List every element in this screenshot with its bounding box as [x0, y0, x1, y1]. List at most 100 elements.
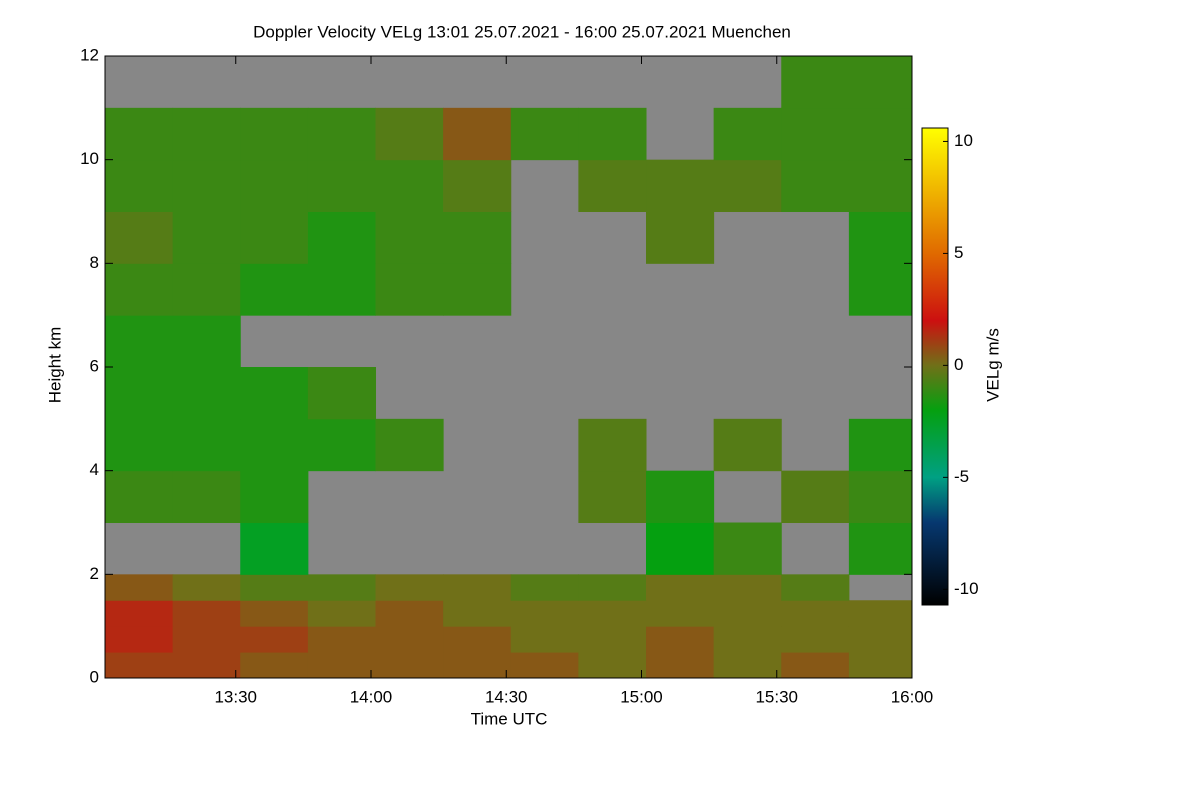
colorbar-label: VELg m/s [983, 328, 1002, 402]
heatmap-cell [375, 211, 444, 264]
heatmap-cell [646, 470, 715, 523]
heatmap-cell [105, 315, 174, 368]
heatmap-cell [713, 107, 782, 161]
heatmap-cell [240, 367, 309, 420]
heatmap-cell [172, 470, 241, 523]
heatmap-cell [307, 626, 377, 653]
heatmap-cell [240, 159, 309, 212]
heatmap-cell [172, 652, 241, 679]
heatmap-cell [848, 470, 913, 523]
heatmap-cell [510, 574, 579, 601]
heatmap-cell [646, 211, 715, 264]
heatmap-cell [240, 107, 309, 161]
heatmap-cell [578, 574, 647, 601]
y-tick-label: 12 [80, 45, 99, 64]
heatmap-cell [578, 626, 647, 653]
heatmap-cell [578, 600, 647, 627]
heatmap-cell [240, 418, 309, 472]
heatmap-cell [781, 159, 850, 212]
heatmap-cell [172, 418, 241, 472]
heatmap-cell [781, 600, 850, 627]
heatmap-cell [646, 574, 715, 601]
heatmap-cell [375, 574, 444, 601]
colorbar [921, 127, 949, 606]
heatmap-cell [713, 418, 782, 472]
x-tick-label: 14:00 [350, 687, 393, 706]
heatmap-cell [172, 367, 241, 420]
heatmap-cell [578, 652, 647, 679]
heatmap-cell [375, 159, 444, 212]
heatmap-cell [510, 107, 579, 161]
heatmap-cell [105, 211, 174, 264]
heatmap-cell [307, 574, 377, 601]
heatmap-cell [848, 600, 913, 627]
heatmap-cell [510, 600, 579, 627]
heatmap-cell [781, 470, 850, 523]
heatmap-cell [713, 652, 782, 679]
heatmap-cell [443, 600, 512, 627]
x-tick-label: 15:00 [620, 687, 663, 706]
heatmap-cell [375, 418, 444, 472]
heatmap-cell [105, 626, 174, 653]
heatmap-cell [443, 626, 512, 653]
heatmap-cell [646, 600, 715, 627]
heatmap-cell [713, 159, 782, 212]
y-tick-label: 10 [80, 149, 99, 168]
heatmap-cell [578, 107, 647, 161]
heatmap-cell [848, 626, 913, 653]
heatmap-cell [781, 107, 850, 161]
heatmap-cell [713, 522, 782, 575]
x-tick-label: 15:30 [755, 687, 798, 706]
x-tick-label: 14:30 [485, 687, 528, 706]
heatmap-cell [713, 626, 782, 653]
heatmap-cell [240, 263, 309, 316]
heatmap-cell [240, 522, 309, 575]
colorbar-tick-label: 10 [954, 131, 973, 150]
heatmap-cell [443, 211, 512, 264]
heatmap-cell [443, 159, 512, 212]
heatmap-cell [172, 626, 241, 653]
y-tick-label: 8 [90, 253, 99, 272]
heatmap-cell [172, 574, 241, 601]
heatmap-cell [646, 652, 715, 679]
heatmap-cell [646, 626, 715, 653]
heatmap-cell [172, 315, 241, 368]
heatmap-cell [105, 418, 174, 472]
heatmap-cell [172, 211, 241, 264]
heatmap-cell [105, 367, 174, 420]
heatmap-cell [848, 522, 913, 575]
heatmap-cell [375, 107, 444, 161]
heatmap-cell [848, 263, 913, 316]
heatmap-cell [781, 626, 850, 653]
heatmap-cell [307, 367, 377, 420]
heatmap-cell [578, 159, 647, 212]
heatmap-cell [307, 418, 377, 472]
heatmap-cell [848, 652, 913, 679]
colorbar-tick-label: -5 [954, 467, 969, 486]
heatmap-cell [848, 211, 913, 264]
heatmap-cell [172, 107, 241, 161]
heatmap-cell [713, 574, 782, 601]
heatmap-cell [240, 600, 309, 627]
heatmap-cell [105, 107, 174, 161]
chart-title: Doppler Velocity VELg 13:01 25.07.2021 -… [253, 22, 791, 41]
heatmap-cell [240, 574, 309, 601]
heatmap-cell [443, 574, 512, 601]
heatmap-cell [510, 652, 579, 679]
heatmap-cell [443, 652, 512, 679]
heatmap-cell [307, 263, 377, 316]
heatmap-cell [307, 159, 377, 212]
heatmap-cell [240, 626, 309, 653]
y-tick-label: 6 [90, 356, 99, 375]
x-tick-label: 16:00 [891, 687, 934, 706]
heatmap-cell [510, 626, 579, 653]
x-tick-label: 13:30 [214, 687, 257, 706]
heatmap-cell [646, 159, 715, 212]
colorbar-tick-label: -10 [954, 579, 979, 598]
heatmap-cell [105, 470, 174, 523]
heatmap-cell [375, 600, 444, 627]
heatmap-cell [105, 600, 174, 627]
heatmap-cell [848, 159, 913, 212]
heatmap-cell [375, 263, 444, 316]
